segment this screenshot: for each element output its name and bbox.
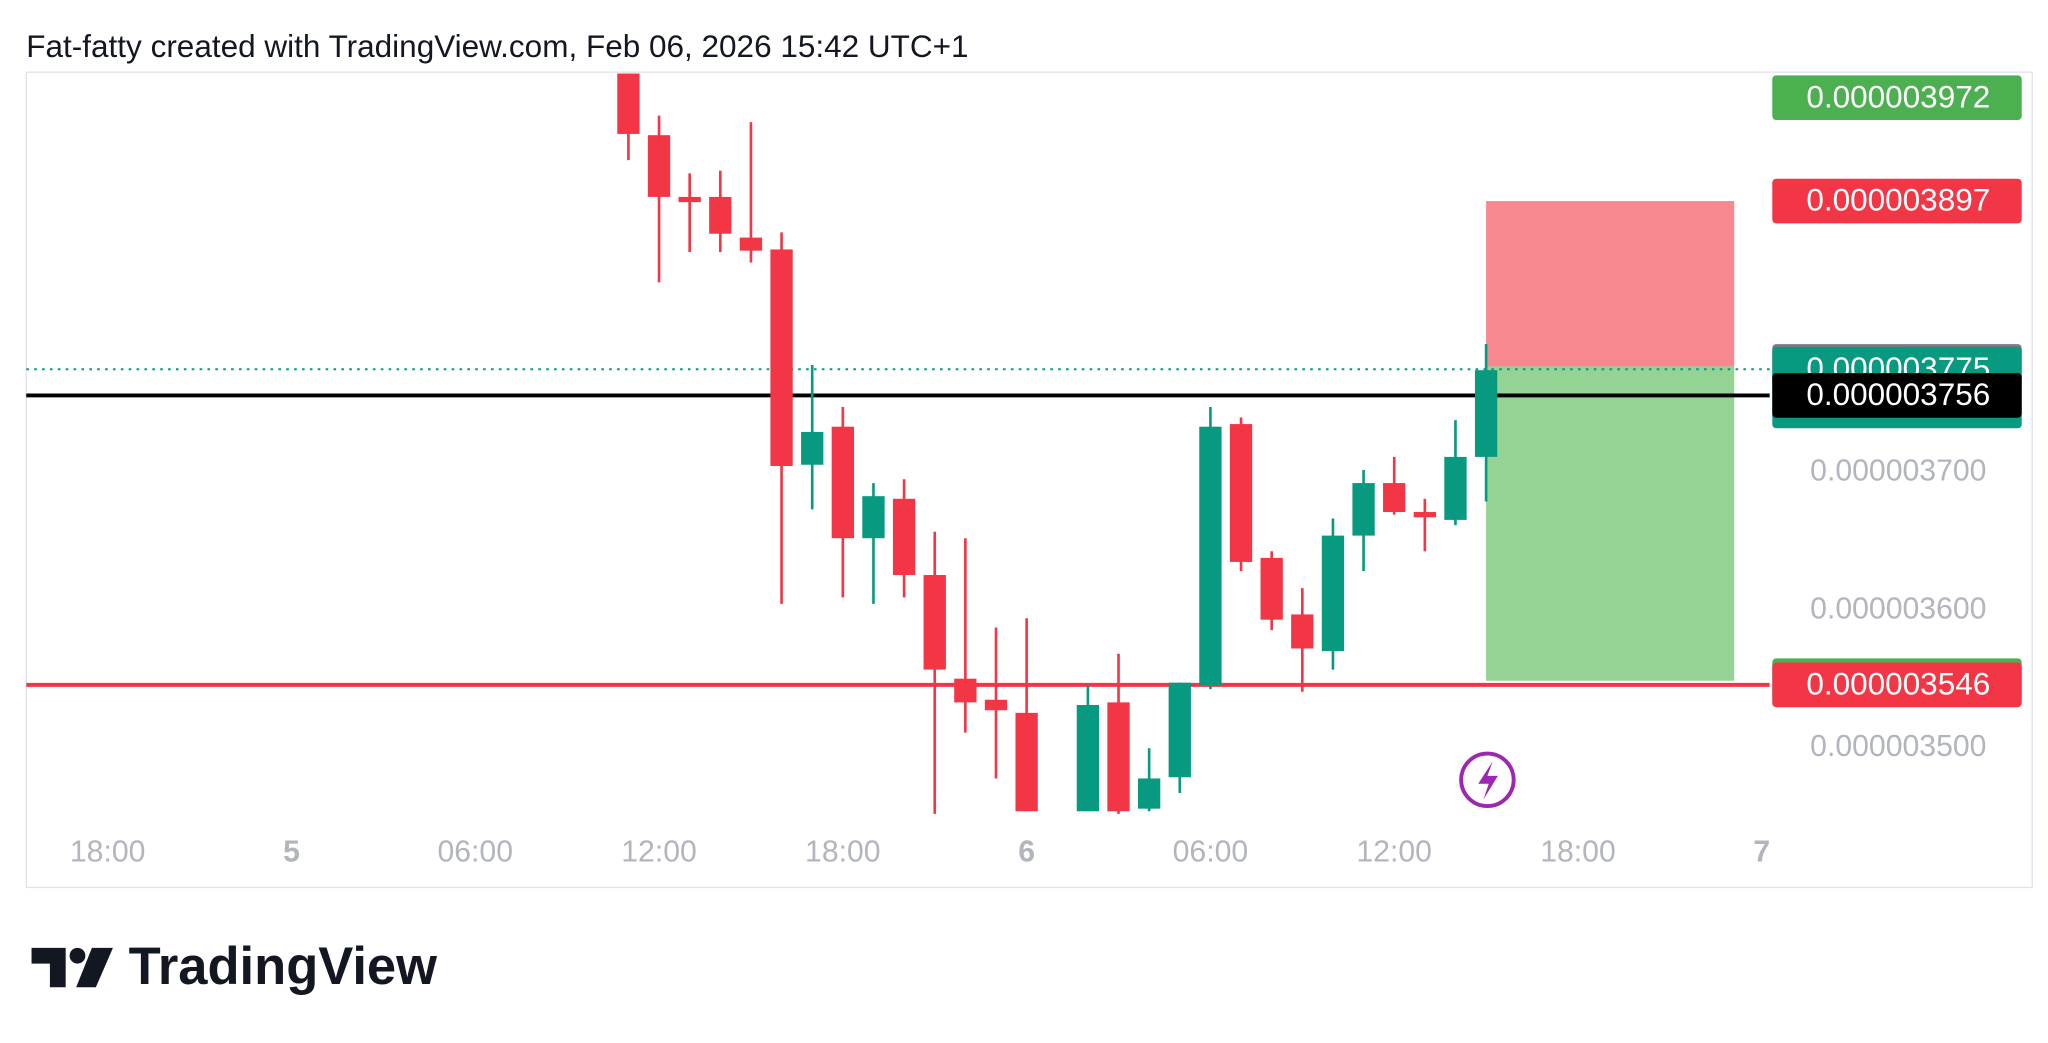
header: Fat-fatty created with TradingView.com, … [26,28,968,64]
candle-body [1015,712,1038,812]
candle-body [923,575,946,670]
candle-body [709,196,732,234]
candle-body [801,431,824,465]
candle-body [892,498,916,576]
price-label: 0.000003972 [1806,78,1990,114]
candle-body [1168,682,1191,778]
y-tick-label: 0.000003500 [1810,730,1986,763]
candle-body [1291,614,1314,649]
candle-body [1321,535,1345,652]
price-label-box [1772,373,2022,418]
candle-body [1137,778,1161,809]
x-tick-label: 12:00 [621,835,697,868]
chart-frame [25,71,2033,889]
candle-body [1413,512,1436,518]
price-label-box [1772,75,2022,120]
y-tick-label: 0.000003600 [1810,592,1986,625]
x-tick-label: 18:00 [805,835,881,868]
x-tick-label: 12:00 [1356,835,1432,868]
candle-body [617,73,640,134]
price-label: 0.000003897 [1806,182,1990,218]
candle-body [1107,702,1130,812]
lightning-icon [1459,751,1516,809]
candle-body [678,196,701,203]
stop-zone [1486,201,1735,367]
candle-body [1383,483,1406,513]
x-tick-label: 06:00 [437,835,513,868]
candle-body [1444,456,1467,520]
x-tick-label: 18:00 [1540,835,1616,868]
candle-body [1199,426,1222,686]
candle-body [770,249,793,466]
x-tick-label: 06:00 [1173,835,1249,868]
logo-text: TradingView [129,937,437,996]
x-tick-label: 7 [1753,835,1770,868]
x-tick-label: 5 [283,835,300,868]
candle-body [1260,557,1283,620]
price-label-box [1772,662,2022,708]
logo: TradingView [31,937,437,996]
candle-body [1229,424,1253,562]
candle-body [647,135,671,197]
candle-body [831,426,854,539]
candle-body [1076,705,1100,812]
price-label: 0.000003756 [1806,376,1990,412]
candle-body [862,496,885,539]
candle-body [954,678,977,703]
plot-area: 0.000003500 0.000003600 0.000003700 18:00 5 0… [26,73,2022,868]
candle-body [1474,370,1498,457]
candle-body [739,237,763,251]
price-label: 0.000003546 [1806,666,1990,702]
candle-body [1352,483,1375,536]
y-tick-label: 0.000003700 [1810,455,1986,488]
candle-body [984,699,1008,711]
target-zone [1486,366,1735,681]
price-label-box [1772,178,2022,224]
x-tick-label: 18:00 [70,835,146,868]
x-tick-label: 6 [1018,835,1035,868]
